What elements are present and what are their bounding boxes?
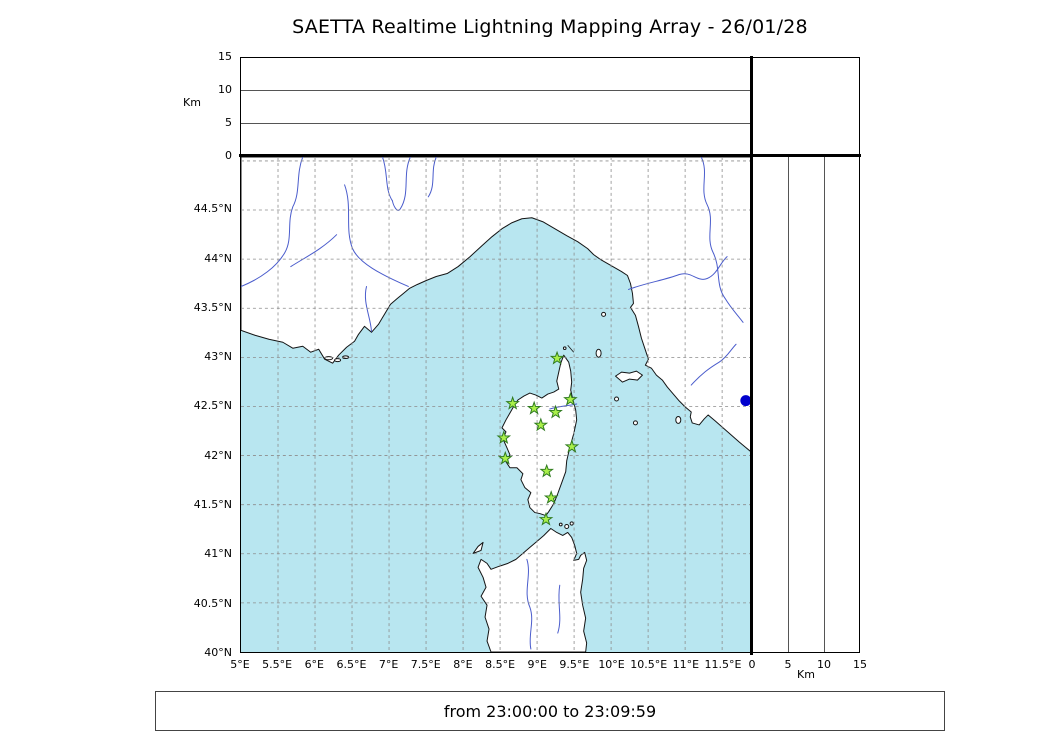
station-star-marker: [505, 395, 520, 410]
lat-tick-label: 42.5°N: [193, 399, 232, 413]
pianosa-island: [614, 396, 620, 402]
km-axis-tick-label: 15: [853, 658, 867, 671]
station-star-marker: [564, 439, 580, 453]
asinara-island: [472, 541, 484, 554]
lightning-source-layer: [740, 395, 751, 407]
lon-tick-label: 10°E: [598, 658, 625, 671]
maddalena-island: [558, 522, 563, 527]
km-axis-unit-right: Km: [797, 668, 815, 681]
lat-tick-label: 41°N: [204, 547, 232, 561]
altitude-latitude-panel: [752, 156, 860, 653]
station-star-marker: [496, 430, 512, 445]
lon-tick-label: 5°E: [230, 658, 250, 671]
river: [427, 157, 437, 198]
river: [241, 157, 304, 287]
lon-tick-label: 7.5°E: [410, 658, 441, 671]
river: [344, 184, 409, 287]
lon-tick-label: 11°E: [672, 658, 700, 671]
lon-tick-label: 5.5°E: [262, 658, 293, 671]
page-title: SAETTA Realtime Lightning Mapping Array …: [292, 16, 808, 38]
map-gridlines: [241, 157, 751, 652]
station-star-marker: [543, 490, 559, 505]
lon-tick-label: 6°E: [304, 658, 325, 671]
lightning-source-marker: [740, 395, 751, 407]
corsica-island: [501, 354, 578, 517]
km-axis-tick-label: 10: [817, 658, 831, 671]
lat-tick-label: 40.5°N: [193, 596, 232, 610]
gorgona-island: [601, 311, 607, 317]
hyeres-island: [334, 358, 342, 363]
lat-tick-label: 44°N: [204, 251, 232, 265]
lat-tick-label: 43.5°N: [193, 300, 232, 314]
mainland-coast: [241, 157, 751, 453]
montecristo-island: [632, 420, 638, 426]
altitude-gridline: [241, 122, 751, 124]
lon-tick-label: 10.5°E: [630, 658, 668, 671]
km-axis-unit-left: Km: [183, 96, 201, 109]
river: [381, 157, 393, 202]
lon-tick-label: 8.5°E: [485, 658, 516, 671]
lon-tick-label: 9.5°E: [559, 658, 590, 671]
lon-tick-label: 11.5°E: [704, 658, 742, 671]
giglio-island: [675, 415, 682, 424]
river: [557, 584, 561, 634]
lat-tick-label: 43°N: [204, 350, 232, 364]
km-axis-tick-label: 0: [748, 658, 756, 671]
river: [364, 285, 372, 332]
lon-tick-label: 7°E: [378, 658, 399, 671]
rivers: [241, 157, 744, 650]
maddalena-island: [569, 521, 574, 526]
maddalena-island: [564, 524, 570, 529]
lon-tick-label: 6.5°E: [336, 658, 367, 671]
station-star-marker: [548, 404, 563, 419]
altitude-tick-label: 15: [218, 50, 232, 63]
river: [627, 256, 728, 290]
lat-tick-label: 41.5°N: [193, 498, 232, 512]
lon-tick-label: 8°E: [453, 658, 473, 671]
time-range-box: from 23:00:00 to 23:09:59: [155, 691, 945, 731]
elba-island: [615, 370, 643, 383]
station-star-marker: [538, 511, 554, 526]
altitude-histogram-panel: [752, 57, 860, 156]
station-star-marker: [549, 350, 565, 365]
altitude-longitude-panel: [240, 57, 752, 156]
station-star-marker: [539, 463, 554, 478]
coastal-mark: [567, 344, 574, 353]
lon-tick-label: 9°E: [527, 658, 547, 671]
station-star-marker: [563, 391, 578, 406]
vertical-separator: [750, 56, 753, 655]
lat-tick-label: 40°N: [204, 646, 232, 659]
station-star-marker: [526, 400, 542, 415]
river: [391, 157, 411, 211]
time-range-label: from 23:00:00 to 23:09:59: [443, 701, 657, 721]
altitude-gridline: [823, 157, 825, 652]
station-star-marker: [533, 417, 549, 432]
map-panel: [240, 156, 752, 653]
giraglia-islet: [562, 346, 567, 351]
altitude-tick-label: 5: [225, 116, 232, 129]
capraia-island: [595, 348, 602, 358]
station-markers: [496, 350, 580, 526]
river: [690, 343, 737, 386]
altitude-gridline: [241, 90, 751, 92]
altitude-tick-label: 10: [218, 83, 232, 96]
river: [700, 157, 744, 323]
horizontal-separator: [239, 154, 861, 157]
station-star-marker: [497, 450, 513, 465]
river: [526, 558, 533, 650]
lat-tick-label: 42°N: [204, 448, 232, 462]
altitude-tick-label: 0: [225, 149, 232, 162]
river: [290, 234, 338, 268]
km-axis-tick-label: 5: [784, 658, 792, 671]
map-canvas: [241, 157, 751, 652]
lat-tick-label: 44.5°N: [193, 202, 232, 216]
altitude-gridline: [788, 157, 790, 652]
